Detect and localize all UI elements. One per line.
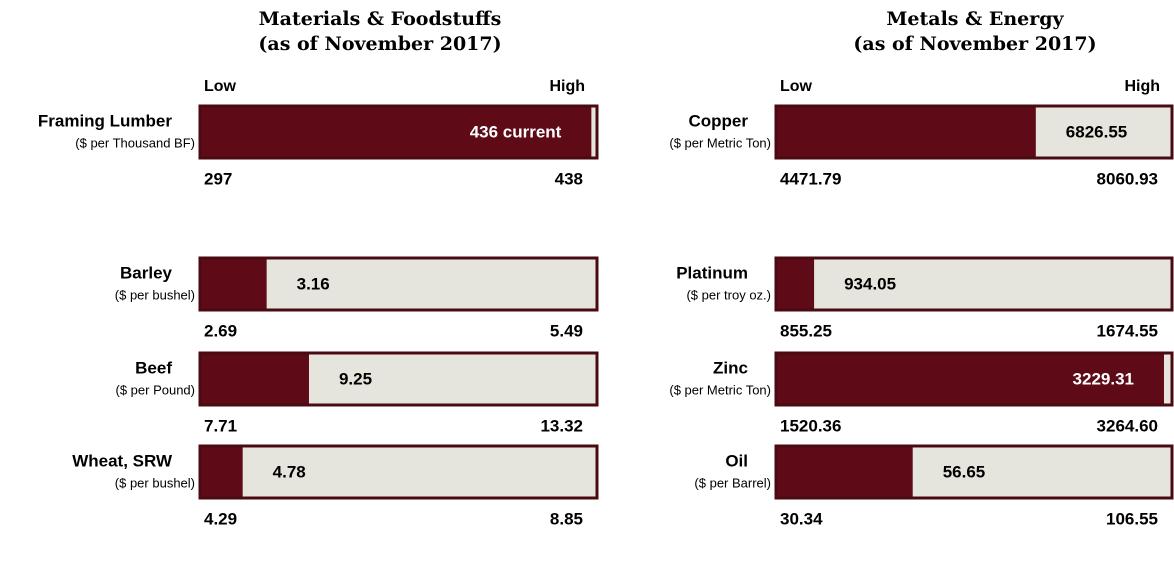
high-label: 13.32: [540, 416, 583, 435]
high-label: 106.55: [1106, 509, 1158, 528]
category-unit: ($ per Pound): [116, 382, 196, 397]
category-unit: ($ per Metric Ton): [669, 382, 771, 397]
low-label: 2.69: [204, 321, 237, 340]
category-name: Wheat, SRW: [72, 451, 173, 470]
range-border: [198, 444, 599, 500]
value-label: 3229.31: [1073, 369, 1134, 388]
low-label: 1520.36: [780, 416, 841, 435]
category-name: Oil: [725, 451, 748, 470]
low-label: 30.34: [780, 509, 823, 528]
category-name: Zinc: [713, 358, 748, 377]
value-label: 6826.55: [1066, 122, 1127, 141]
range-border: [198, 104, 599, 160]
chart-subtitle: (as of November 2017): [853, 33, 1096, 55]
range-border: [198, 351, 599, 407]
category-unit: ($ per bushel): [115, 475, 195, 490]
range-current: [200, 106, 592, 158]
low-label: 7.71: [204, 416, 237, 435]
low-label: 4471.79: [780, 169, 841, 188]
category-unit: ($ per Barrel): [694, 475, 771, 490]
category-name: Framing Lumber: [38, 111, 173, 130]
low-header: Low: [780, 78, 813, 95]
value-label: 9.25: [339, 369, 372, 388]
high-label: 438: [555, 169, 583, 188]
range-current: [776, 353, 1164, 405]
value-label: 3.16: [297, 274, 330, 293]
category-name: Platinum: [676, 263, 748, 282]
chart-title: Materials & Foodstuffs: [259, 8, 502, 30]
category-unit: ($ per bushel): [115, 287, 195, 302]
low-label: 4.29: [204, 509, 237, 528]
category-name: Beef: [135, 358, 172, 377]
high-header: High: [549, 78, 585, 95]
category-name: Barley: [120, 263, 173, 282]
high-header: High: [1124, 78, 1160, 95]
value-label: 4.78: [273, 462, 306, 481]
value-label: 56.65: [943, 462, 986, 481]
high-label: 8060.93: [1097, 169, 1158, 188]
high-label: 1674.55: [1097, 321, 1158, 340]
range-border: [774, 104, 1174, 160]
value-label: 436 current: [470, 122, 562, 141]
range-current: [200, 258, 267, 310]
range-track: [776, 258, 1172, 310]
high-label: 3264.60: [1097, 416, 1158, 435]
high-label: 8.85: [550, 509, 583, 528]
range-current: [776, 106, 1036, 158]
high-label: 5.49: [550, 321, 583, 340]
range-border: [774, 444, 1174, 500]
category-name: Copper: [689, 111, 749, 130]
value-label: 934.05: [844, 274, 896, 293]
low-label: 855.25: [780, 321, 832, 340]
range-current: [200, 353, 309, 405]
category-unit: ($ per troy oz.): [686, 287, 771, 302]
low-header: Low: [204, 78, 237, 95]
category-unit: ($ per Metric Ton): [669, 135, 771, 150]
range-border: [198, 256, 599, 312]
low-label: 297: [204, 169, 232, 188]
chart-title: Metals & Energy: [886, 8, 1064, 30]
range-current: [200, 446, 243, 498]
range-border: [774, 351, 1174, 407]
range-track: [200, 446, 597, 498]
range-border: [774, 256, 1174, 312]
range-current: [776, 258, 815, 310]
category-unit: ($ per Thousand BF): [75, 135, 195, 150]
range-current: [776, 446, 913, 498]
chart-subtitle: (as of November 2017): [258, 33, 501, 55]
